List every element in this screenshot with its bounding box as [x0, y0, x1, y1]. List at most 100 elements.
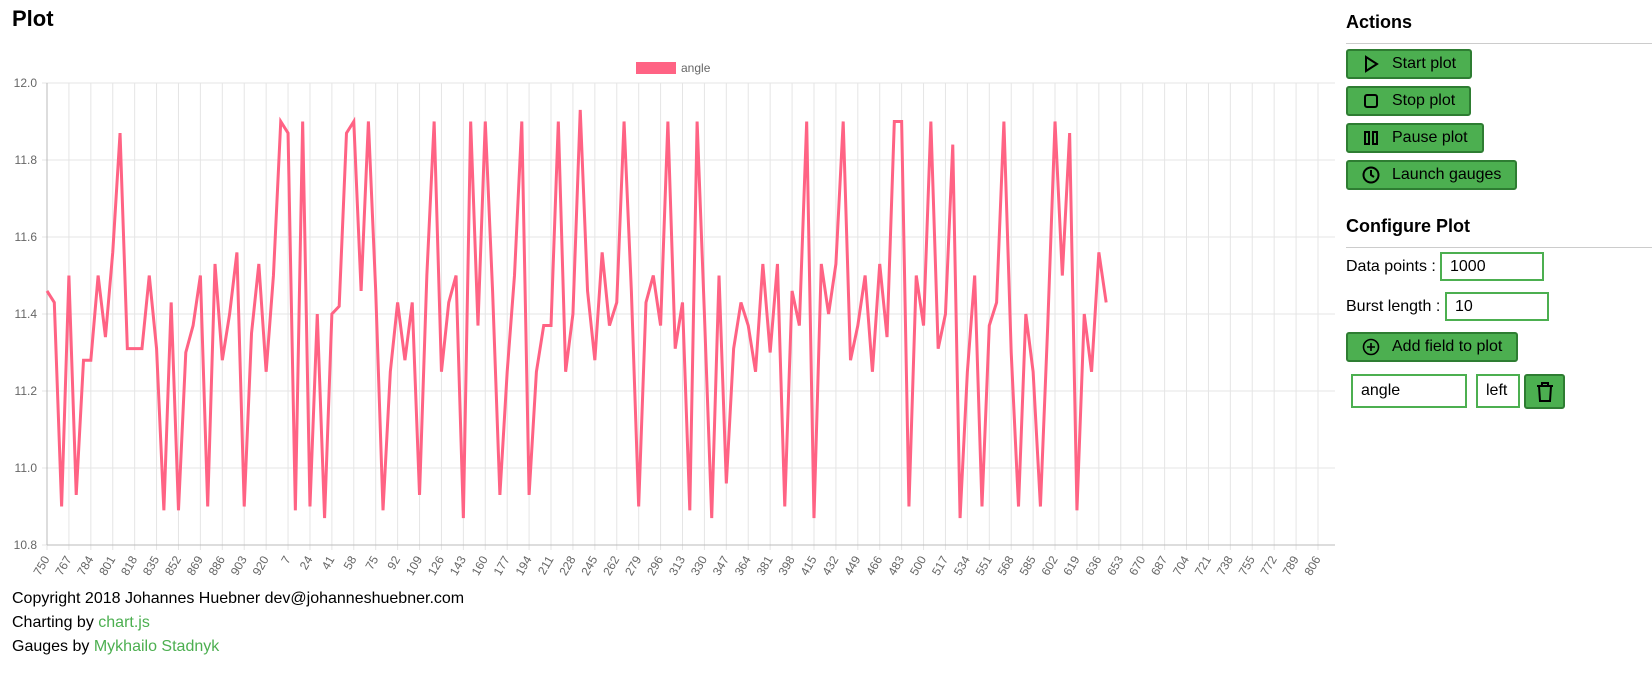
credit-link[interactable]: chart.js — [98, 614, 150, 631]
section-title: Actions — [1346, 12, 1652, 44]
y-tick-label: 11.2 — [15, 384, 38, 398]
pause-button[interactable]: Pause plot — [1346, 123, 1484, 153]
x-tick-label: 551 — [973, 553, 995, 578]
x-tick-label: 517 — [929, 553, 951, 578]
x-tick-label: 619 — [1060, 553, 1082, 578]
x-tick-label: 738 — [1214, 553, 1236, 578]
credit-line: Charting by chart.js — [12, 614, 150, 632]
x-tick-label: 41 — [319, 553, 338, 572]
x-tick-label: 636 — [1082, 553, 1104, 578]
x-tick-label: 364 — [732, 553, 754, 578]
x-tick-label: 279 — [622, 553, 644, 578]
chart: 10.8 11.0 11.2 11.4 11.6 11.8 12.0 750 767 784 801… — [14, 61, 1335, 578]
x-tick-label: 262 — [600, 553, 622, 578]
y-tick-label: 11.8 — [15, 153, 38, 167]
x-tick-label: 750 — [30, 553, 52, 578]
button-label: Start plot — [1392, 55, 1457, 72]
x-tick-label: 160 — [469, 553, 491, 578]
stop-button[interactable]: Stop plot — [1346, 86, 1472, 116]
x-tick-label: 687 — [1148, 553, 1170, 578]
x-tick-label: 466 — [863, 553, 885, 578]
x-tick-label: 704 — [1170, 553, 1192, 578]
x-tick-label: 784 — [74, 553, 96, 578]
x-tick-label: 7 — [278, 553, 294, 566]
x-tick-label: 330 — [688, 553, 710, 578]
x-tick-label: 767 — [52, 553, 74, 578]
x-tick-label: 801 — [96, 553, 118, 578]
button-label: Add field to plot — [1392, 338, 1503, 355]
x-tick-label: 211 — [535, 553, 557, 577]
x-tick-label: 296 — [644, 553, 666, 578]
x-tick-label: 126 — [425, 553, 447, 578]
x-tick-label: 75 — [363, 553, 382, 572]
x-tick-label: 670 — [1126, 553, 1148, 578]
x-tick-label: 58 — [341, 553, 360, 572]
y-tick-label: 10.8 — [14, 538, 38, 552]
pause-icon — [1364, 131, 1378, 145]
clock-icon — [1362, 166, 1380, 184]
field-label: Data points : — [1346, 258, 1436, 275]
y-tick-label: 11.4 — [15, 307, 38, 321]
x-tick-label: 483 — [885, 553, 907, 578]
x-tick-label: 806 — [1301, 553, 1323, 578]
data-points-input[interactable]: 1000 — [1440, 252, 1544, 281]
credit-link[interactable]: Mykhailo Stadnyk — [93, 638, 220, 655]
y-tick-label: 12.0 — [14, 76, 38, 90]
add-field-button[interactable]: Add field to plot — [1346, 332, 1519, 362]
credit-text: Charting by — [12, 614, 94, 631]
actions-section: Actions — [1346, 12, 1652, 44]
data-line — [45, 109, 1108, 519]
legend-label: angle — [681, 61, 711, 75]
field-name-input[interactable]: angle — [1351, 374, 1467, 408]
x-tick-label: 852 — [162, 553, 184, 578]
x-tick-label: 818 — [118, 553, 140, 578]
x-tick-label: 92 — [384, 553, 403, 572]
x-tick-label: 449 — [841, 553, 863, 578]
x-tick-label: 869 — [184, 553, 206, 578]
configure-section: Configure Plot — [1346, 216, 1652, 248]
y-tick-label: 11.6 — [15, 230, 38, 244]
button-label: Stop plot — [1392, 92, 1456, 109]
x-tick-label: 228 — [556, 553, 578, 578]
stop-icon — [1364, 94, 1378, 108]
x-tick-label: 920 — [250, 553, 272, 578]
field-axis-input[interactable]: left — [1476, 374, 1520, 408]
button-label: Launch gauges — [1392, 166, 1502, 183]
x-tick-label: 313 — [666, 553, 688, 578]
x-tick-label: 789 — [1280, 553, 1302, 578]
gauges-button[interactable]: Launch gauges — [1346, 160, 1518, 190]
x-tick-label: 415 — [797, 553, 819, 578]
plus-icon — [1362, 338, 1380, 356]
burst-length-input[interactable]: 10 — [1445, 292, 1549, 321]
copyright: Copyright 2018 Johannes Huebner dev@joha… — [12, 590, 465, 607]
x-tick-label: 653 — [1104, 553, 1126, 578]
x-tick-label: 177 — [491, 553, 513, 578]
x-tick-label: 398 — [776, 553, 798, 578]
x-tick-label: 755 — [1236, 553, 1258, 578]
x-tick-label: 245 — [578, 553, 600, 578]
trash-icon — [1537, 381, 1553, 402]
button-label: Pause plot — [1392, 129, 1468, 146]
x-tick-label: 534 — [951, 553, 973, 578]
x-tick-label: 721 — [1192, 553, 1214, 578]
x-tick-label: 772 — [1258, 553, 1280, 578]
credit-line: Gauges by Mykhailo Stadnyk — [12, 638, 219, 656]
x-tick-label: 886 — [206, 553, 228, 578]
x-tick-label: 432 — [819, 553, 841, 578]
page-title: Plot — [12, 6, 54, 31]
delete-button[interactable] — [1524, 374, 1565, 409]
start-button[interactable]: Start plot — [1346, 49, 1473, 79]
y-tick-label: 11.0 — [15, 461, 38, 475]
play-icon — [1365, 55, 1379, 73]
x-tick-label: 602 — [1038, 553, 1060, 578]
x-tick-label: 194 — [513, 553, 535, 578]
x-tick-label: 109 — [403, 553, 425, 578]
x-tick-label: 585 — [1017, 553, 1039, 578]
credit-text: Gauges by — [12, 638, 90, 655]
x-tick-label: 24 — [297, 553, 316, 572]
x-tick-label: 347 — [710, 553, 732, 578]
x-tick-label: 143 — [447, 553, 469, 578]
x-tick-label: 381 — [754, 553, 776, 578]
